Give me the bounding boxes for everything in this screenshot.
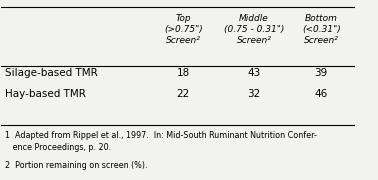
Text: 18: 18 — [177, 68, 190, 78]
Text: 43: 43 — [248, 68, 261, 78]
Text: 1  Adapted from Rippel et al., 1997.  In: Mid-South Ruminant Nutrition Confer-
 : 1 Adapted from Rippel et al., 1997. In: … — [5, 131, 317, 152]
Text: Middle
(0.75 - 0.31")
Screen²: Middle (0.75 - 0.31") Screen² — [224, 14, 284, 45]
Text: 39: 39 — [314, 68, 328, 78]
Text: Top
(>0.75")
Screen²: Top (>0.75") Screen² — [164, 14, 203, 45]
Text: 2  Portion remaining on screen (%).: 2 Portion remaining on screen (%). — [5, 161, 147, 170]
Text: 22: 22 — [177, 89, 190, 99]
Text: Silage-based TMR: Silage-based TMR — [5, 68, 98, 78]
Text: Bottom
(<0.31")
Screen²: Bottom (<0.31") Screen² — [302, 14, 341, 45]
Text: Hay-based TMR: Hay-based TMR — [5, 89, 86, 99]
Text: 32: 32 — [248, 89, 261, 99]
Text: 46: 46 — [314, 89, 328, 99]
